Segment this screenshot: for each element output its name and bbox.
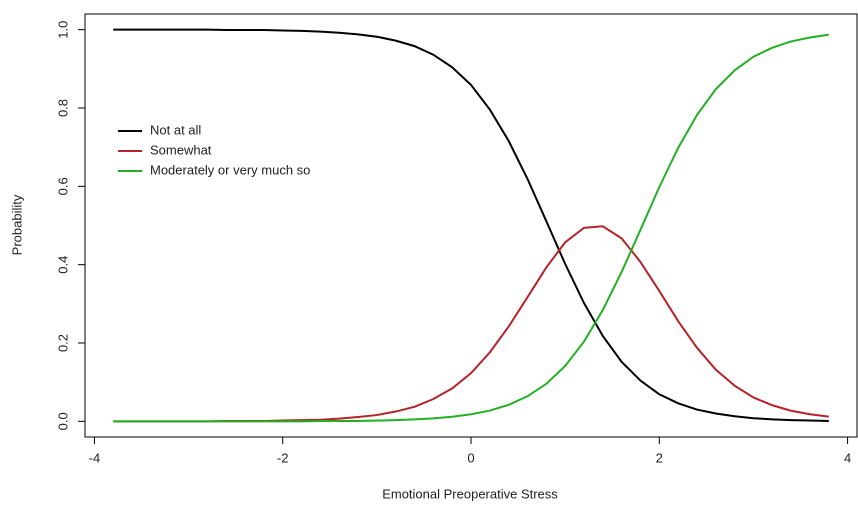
series-line [113,33,829,423]
y-tick-label: 0.0 [55,412,70,430]
x-tick-label: -2 [277,450,289,465]
y-tick-label: 0.4 [55,256,70,274]
y-tick-label: 1.0 [55,21,70,39]
legend-label: Somewhat [150,142,212,157]
series-line [113,225,829,423]
x-tick-label: 2 [656,450,663,465]
x-tick-label: 0 [467,450,474,465]
series-line [113,28,829,422]
y-tick-label: 0.8 [55,99,70,117]
x-axis-label: Emotional Preoperative Stress [382,486,558,501]
x-tick-label: 4 [844,450,851,465]
y-tick-label: 0.2 [55,334,70,352]
legend-label: Moderately or very much so [150,162,310,177]
legend-label: Not at all [150,122,201,137]
y-tick-label: 0.6 [55,177,70,195]
x-tick-label: -4 [89,450,101,465]
y-axis-label: Probability [9,194,24,255]
